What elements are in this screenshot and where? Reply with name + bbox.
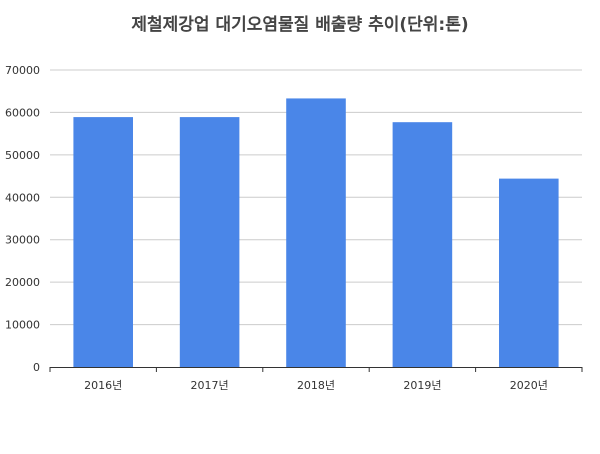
x-tick-label: 2018년 — [297, 379, 335, 392]
y-tick-label: 70000 — [5, 64, 40, 77]
y-axis-ticks: 0 10000 20000 30000 40000 50000 60000 70000 — [5, 64, 40, 374]
x-tick-label: 2017년 — [191, 379, 229, 392]
y-tick-label: 20000 — [5, 276, 40, 289]
y-tick-label: 60000 — [5, 106, 40, 119]
bar — [392, 122, 453, 368]
y-tick-label: 40000 — [5, 191, 40, 204]
chart-title: 제철제강업 대기오염물질 배출량 추이(단위:톤) — [131, 15, 469, 35]
x-tick-label: 2019년 — [403, 379, 441, 392]
x-axis: 2016년 2017년 2018년 2019년 2020년 — [49, 367, 583, 392]
bars — [73, 98, 559, 368]
y-tick-label: 10000 — [5, 319, 40, 332]
x-tick-label: 2020년 — [510, 379, 548, 392]
bar — [499, 178, 559, 367]
bar — [286, 98, 346, 368]
y-tick-label: 0 — [33, 361, 40, 374]
bar — [179, 117, 240, 368]
y-tick-label: 50000 — [5, 149, 40, 162]
bar — [73, 117, 133, 368]
y-tick-label: 30000 — [5, 234, 40, 247]
x-tick-label: 2016년 — [84, 379, 122, 392]
